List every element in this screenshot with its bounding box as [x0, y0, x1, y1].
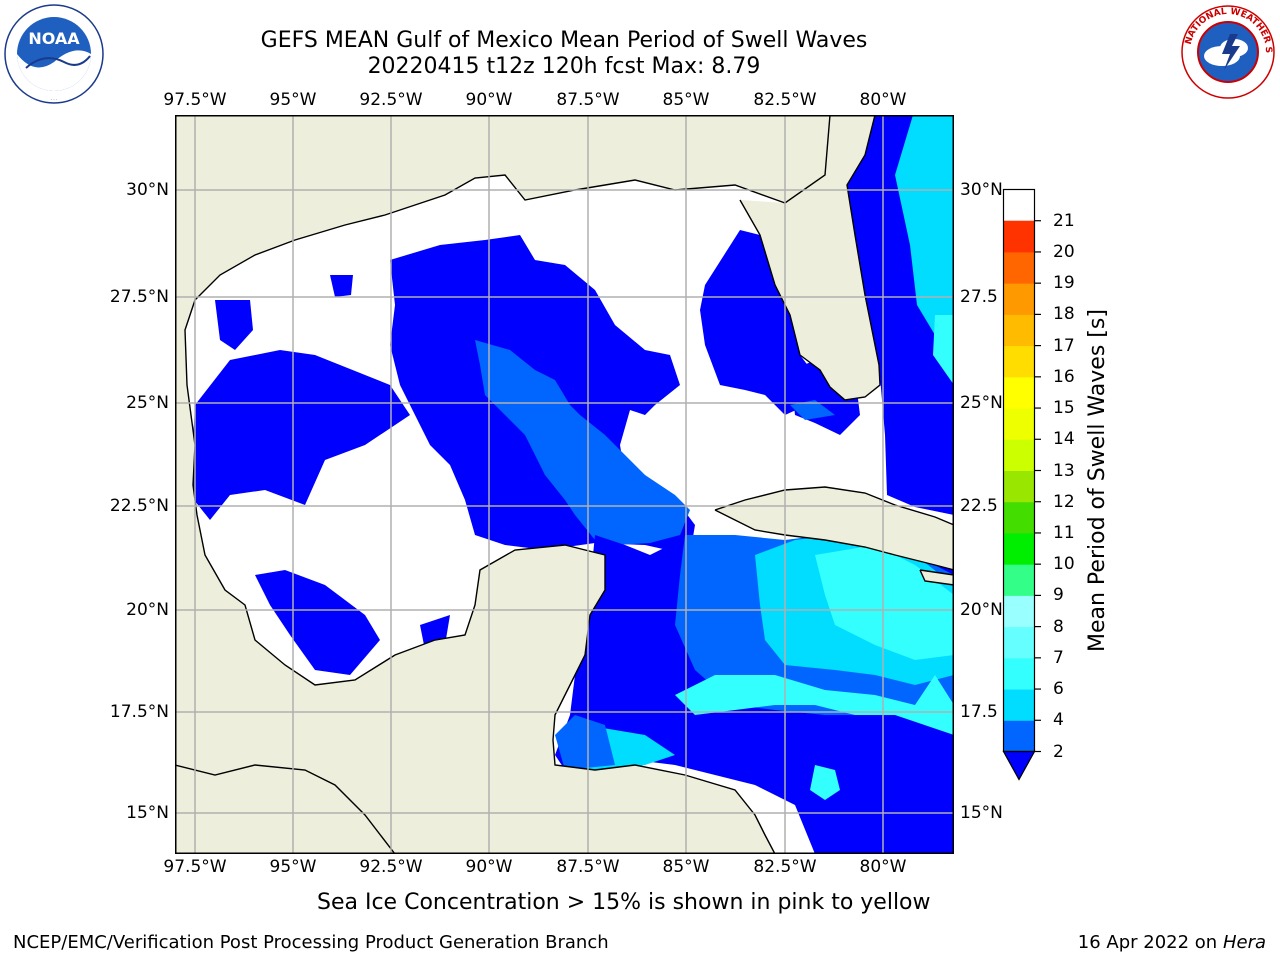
footer-date: 16 Apr 2022 on Hera	[1078, 932, 1266, 953]
colorbar-band	[1003, 657, 1035, 690]
colorbar-tick-label: 19	[1053, 273, 1075, 294]
colorbar-tick-label: 12	[1053, 491, 1075, 512]
colorbar-band	[1003, 220, 1035, 253]
land	[175, 115, 954, 854]
chart-subtitle: 20220415 t12z 120h fcst Max: 8.79	[367, 54, 761, 79]
lat-label-left: 20°N	[126, 600, 169, 620]
map-frame	[175, 115, 954, 854]
colorbar-segments	[1002, 220, 1036, 781]
lat-label-right: 17.5	[960, 702, 998, 722]
lon-label-top: 80°W	[859, 90, 907, 110]
noaa-logo: NOAA · · ·	[4, 4, 104, 104]
lat-label-right: 25°N	[960, 393, 1003, 413]
nws-logo: NATIONAL WEATHER SERVICE	[1180, 4, 1275, 99]
lat-label-left: 25°N	[126, 393, 169, 413]
lat-label-left: 22.5°N	[109, 496, 169, 516]
lon-label-bottom: 82.5°W	[753, 857, 817, 877]
lon-label-top: 85°W	[662, 90, 710, 110]
colorbar-band	[1003, 595, 1035, 628]
lon-label-bottom: 92.5°W	[359, 857, 423, 877]
colorbar-tick-label: 9	[1053, 585, 1064, 606]
colorbar-tick-label: 4	[1053, 710, 1064, 731]
lat-label-left: 30°N	[126, 180, 169, 200]
chart-title: GEFS MEAN Gulf of Mexico Mean Period of …	[260, 28, 868, 53]
lon-label-top: 97.5°W	[163, 90, 227, 110]
lon-label-top: 90°W	[465, 90, 513, 110]
lon-label-top: 82.5°W	[753, 90, 817, 110]
colorbar-title: Mean Period of Swell Waves [s]	[1085, 309, 1110, 652]
lon-label-bottom: 80°W	[859, 857, 907, 877]
lat-label-right: 20°N	[960, 600, 1003, 620]
sea-ice-caption: Sea Ice Concentration > 15% is shown in …	[317, 890, 931, 915]
colorbar-band	[1003, 564, 1035, 596]
colorbar-band	[1003, 283, 1035, 315]
lat-label-left: 15°N	[126, 803, 169, 823]
colorbar-tick-label: 11	[1053, 522, 1075, 543]
lat-label-right: 30°N	[960, 180, 1003, 200]
map-panel	[175, 115, 954, 854]
colorbar-band	[1003, 720, 1035, 752]
colorbar-tick-label: 6	[1053, 679, 1064, 700]
colorbar-tick-label: 18	[1053, 304, 1075, 325]
lon-label-bottom: 85°W	[662, 857, 710, 877]
colorbar-tick-label: 10	[1053, 554, 1075, 575]
colorbar-ticks	[1034, 220, 1041, 753]
colorbar-band	[1003, 689, 1035, 721]
footer-date-text: 16 Apr 2022 on	[1077, 932, 1223, 953]
colorbar-tick-label: 8	[1053, 616, 1064, 637]
colorbar-tick-label: 17	[1053, 335, 1075, 356]
colorbar-tick-label: 16	[1053, 366, 1075, 387]
footer-credit: NCEP/EMC/Verification Post Processing Pr…	[13, 932, 609, 953]
noaa-logo-text: NOAA	[28, 29, 80, 48]
lat-label-right: 27.5	[960, 287, 998, 307]
lon-label-top: 92.5°W	[359, 90, 423, 110]
colorbar-extension-min	[1002, 750, 1036, 781]
colorbar-tick-label: 7	[1053, 647, 1064, 668]
colorbar-band	[1003, 501, 1035, 534]
colorbar-tick-label: 14	[1053, 429, 1075, 450]
colorbar-band	[1003, 376, 1035, 409]
colorbar-band	[1003, 314, 1035, 347]
lon-label-top: 95°W	[269, 90, 317, 110]
colorbar-band	[1003, 470, 1035, 503]
lon-label-bottom: 90°W	[465, 857, 513, 877]
swell-field	[175, 115, 954, 854]
lon-label-bottom: 87.5°W	[556, 857, 620, 877]
colorbar-tick-label: 2	[1053, 741, 1064, 762]
colorbar-band	[1003, 251, 1035, 284]
colorbar-band	[1003, 532, 1035, 565]
svg-text:· · ·: · · ·	[51, 97, 57, 102]
lon-label-bottom: 97.5°W	[163, 857, 227, 877]
lon-label-bottom: 95°W	[269, 857, 317, 877]
colorbar-band	[1003, 626, 1035, 659]
colorbar-tick-label: 21	[1053, 210, 1075, 231]
lat-label-left: 27.5°N	[109, 287, 169, 307]
gridlines	[175, 115, 954, 854]
colorbar-band	[1003, 408, 1035, 440]
colorbar-tick-label: 20	[1053, 241, 1075, 262]
lat-label-right: 15°N	[960, 803, 1003, 823]
colorbar	[1002, 188, 1041, 781]
colorbar-band	[1003, 345, 1035, 378]
colorbar-tick-label: 13	[1053, 460, 1075, 481]
coastlines	[175, 115, 954, 854]
colorbar-band	[1003, 439, 1035, 471]
footer-host: Hera	[1222, 932, 1266, 953]
lat-label-left: 17.5°N	[109, 702, 169, 722]
lon-label-top: 87.5°W	[556, 90, 620, 110]
colorbar-tick-label: 15	[1053, 398, 1075, 419]
lat-label-right: 22.5	[960, 496, 998, 516]
